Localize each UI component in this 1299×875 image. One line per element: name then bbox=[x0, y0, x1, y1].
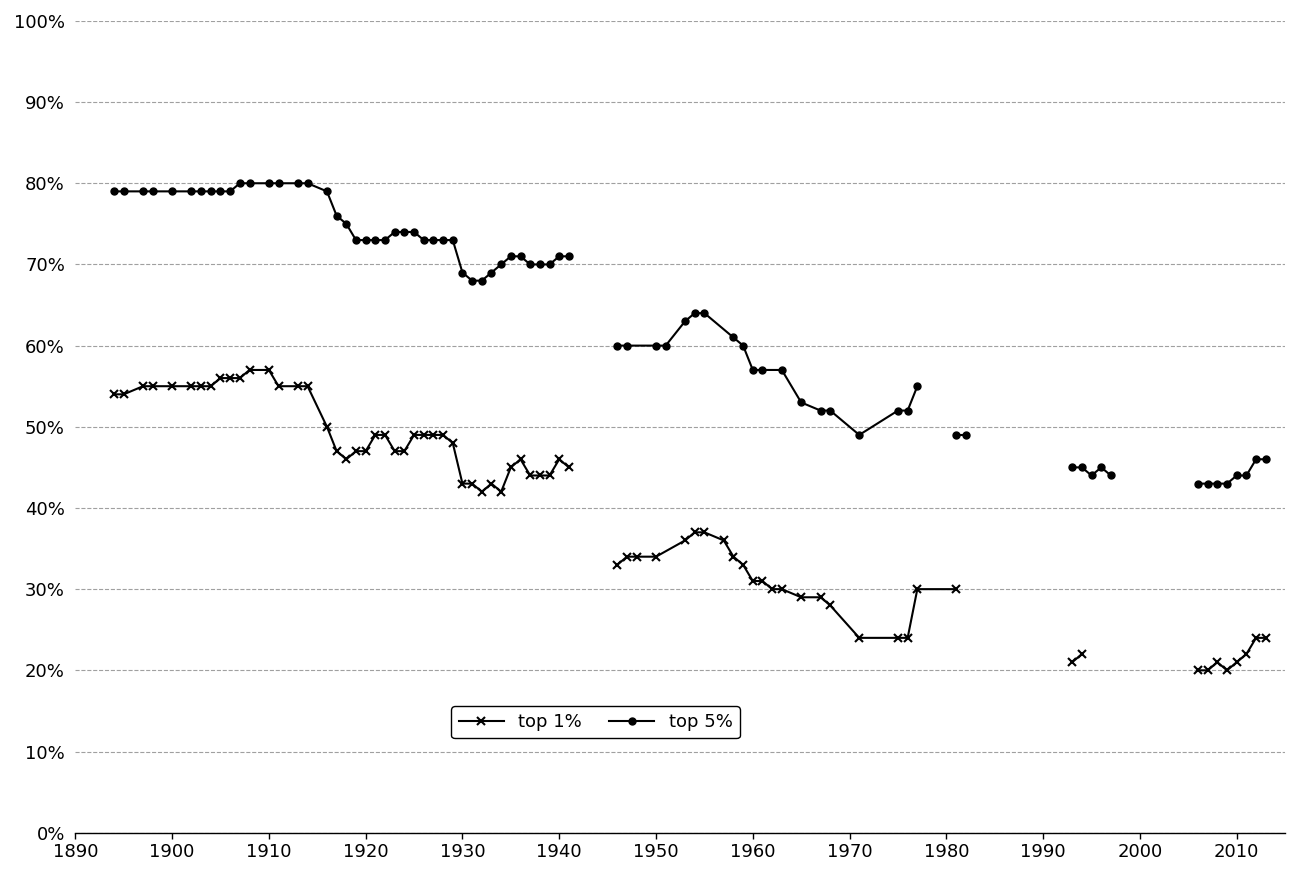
top 1% bbox=[270, 381, 286, 391]
top 1% bbox=[242, 365, 257, 375]
top 5% bbox=[522, 259, 538, 270]
top 1% bbox=[339, 454, 355, 465]
top 5% bbox=[329, 211, 344, 221]
top 5% bbox=[455, 267, 470, 277]
top 5% bbox=[407, 227, 422, 237]
top 1% bbox=[416, 430, 431, 440]
top 1% bbox=[533, 470, 548, 480]
top 5% bbox=[194, 186, 209, 197]
top 1% bbox=[261, 365, 277, 375]
top 1% bbox=[213, 373, 229, 383]
top 1% bbox=[183, 381, 199, 391]
top 1% bbox=[474, 487, 490, 497]
top 5% bbox=[233, 178, 248, 188]
top 5% bbox=[270, 178, 286, 188]
top 1% bbox=[145, 381, 161, 391]
top 1% bbox=[503, 462, 518, 472]
top 1% bbox=[396, 446, 412, 457]
top 1% bbox=[368, 430, 383, 440]
top 1% bbox=[290, 381, 305, 391]
Line: top 5%: top 5% bbox=[110, 179, 573, 284]
top 1% bbox=[329, 446, 344, 457]
top 5% bbox=[368, 234, 383, 245]
top 5% bbox=[242, 178, 257, 188]
top 1% bbox=[455, 479, 470, 489]
top 1% bbox=[357, 446, 373, 457]
top 5% bbox=[348, 234, 364, 245]
top 5% bbox=[300, 178, 316, 188]
top 1% bbox=[494, 487, 509, 497]
top 5% bbox=[320, 186, 335, 197]
top 5% bbox=[503, 251, 518, 262]
top 5% bbox=[494, 259, 509, 270]
top 5% bbox=[222, 186, 238, 197]
top 1% bbox=[522, 470, 538, 480]
top 1% bbox=[233, 373, 248, 383]
top 5% bbox=[435, 234, 451, 245]
top 5% bbox=[135, 186, 151, 197]
top 1% bbox=[164, 381, 179, 391]
top 5% bbox=[474, 276, 490, 286]
top 1% bbox=[107, 389, 122, 400]
top 5% bbox=[542, 259, 557, 270]
top 5% bbox=[552, 251, 568, 262]
top 1% bbox=[446, 438, 461, 448]
top 5% bbox=[261, 178, 277, 188]
top 1% bbox=[116, 389, 131, 400]
top 5% bbox=[107, 186, 122, 197]
top 5% bbox=[464, 276, 479, 286]
top 5% bbox=[145, 186, 161, 197]
top 1% bbox=[426, 430, 442, 440]
top 5% bbox=[446, 234, 461, 245]
top 1% bbox=[300, 381, 316, 391]
top 5% bbox=[357, 234, 373, 245]
top 1% bbox=[194, 381, 209, 391]
top 1% bbox=[135, 381, 151, 391]
top 1% bbox=[435, 430, 451, 440]
top 5% bbox=[290, 178, 305, 188]
top 5% bbox=[513, 251, 529, 262]
top 5% bbox=[426, 234, 442, 245]
top 1% bbox=[513, 454, 529, 465]
top 5% bbox=[164, 186, 179, 197]
top 5% bbox=[387, 227, 403, 237]
top 1% bbox=[203, 381, 218, 391]
top 1% bbox=[552, 454, 568, 465]
top 1% bbox=[561, 462, 577, 472]
top 5% bbox=[203, 186, 218, 197]
top 5% bbox=[561, 251, 577, 262]
top 5% bbox=[533, 259, 548, 270]
top 5% bbox=[377, 234, 392, 245]
top 5% bbox=[339, 219, 355, 229]
top 1% bbox=[464, 479, 479, 489]
top 1% bbox=[483, 479, 499, 489]
top 1% bbox=[407, 430, 422, 440]
top 5% bbox=[213, 186, 229, 197]
top 1% bbox=[222, 373, 238, 383]
top 5% bbox=[116, 186, 131, 197]
top 5% bbox=[483, 267, 499, 277]
top 5% bbox=[416, 234, 431, 245]
top 1% bbox=[348, 446, 364, 457]
top 1% bbox=[387, 446, 403, 457]
top 5% bbox=[183, 186, 199, 197]
top 1% bbox=[320, 422, 335, 432]
top 1% bbox=[542, 470, 557, 480]
Line: top 1%: top 1% bbox=[110, 366, 573, 496]
Legend: top 1%, top 5%: top 1%, top 5% bbox=[451, 706, 739, 738]
top 5% bbox=[396, 227, 412, 237]
top 1% bbox=[377, 430, 392, 440]
